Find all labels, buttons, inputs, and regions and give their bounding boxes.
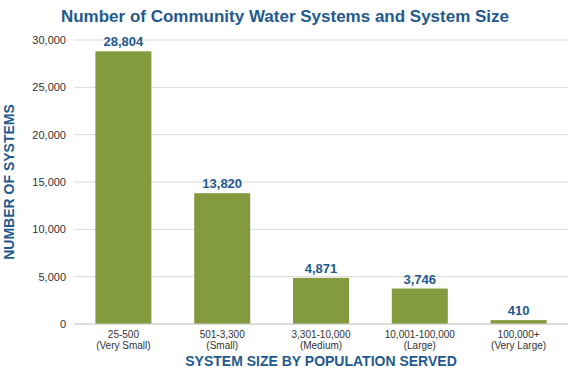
- bar: [491, 320, 547, 324]
- data-label: 4,871: [305, 261, 338, 276]
- bar: [194, 193, 250, 324]
- x-tick-label: 3,301-10,000(Medium): [292, 329, 351, 351]
- y-axis: 0 5,000 10,000 15,000 20,000 25,000 30,000: [32, 34, 568, 330]
- y-tick-label: 15,000: [32, 176, 66, 188]
- bar: [95, 51, 151, 324]
- x-tick-label: 100,000+(Very Large): [491, 329, 546, 351]
- bars: [95, 51, 546, 324]
- x-tick-label: 25-500(Very Small): [96, 329, 150, 351]
- y-tick-label: 10,000: [32, 223, 66, 235]
- y-tick-label: 0: [60, 318, 66, 330]
- x-axis-title: SYSTEM SIZE BY POPULATION SERVED: [185, 353, 457, 369]
- data-label: 28,804: [104, 34, 145, 49]
- bar: [293, 278, 349, 324]
- y-axis-title: NUMBER OF SYSTEMS: [1, 104, 17, 260]
- data-label: 410: [508, 303, 530, 318]
- y-tick-label: 30,000: [32, 34, 66, 46]
- bar: [392, 289, 448, 324]
- x-axis-line: [74, 324, 568, 325]
- x-tick-label: 501-3,300(Small): [200, 329, 245, 351]
- data-label: 13,820: [202, 176, 242, 191]
- data-label: 3,746: [404, 272, 437, 287]
- title: Number of Community Water Systems and Sy…: [61, 7, 509, 26]
- grid-line: [74, 40, 568, 41]
- chart: Number of Community Water Systems and Sy…: [0, 0, 570, 375]
- y-tick-label: 5,000: [38, 271, 66, 283]
- x-tick-label: 10,001-100,000(Large): [385, 329, 456, 351]
- y-tick-label: 25,000: [32, 81, 66, 93]
- grid-line: [74, 324, 568, 325]
- labels: 28,804 25-500(Very Small) 13,820 501-3,300(…: [96, 34, 546, 351]
- y-tick-label: 20,000: [32, 129, 66, 141]
